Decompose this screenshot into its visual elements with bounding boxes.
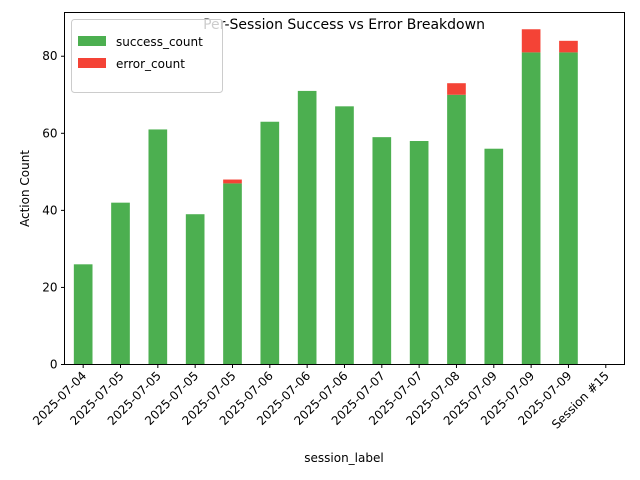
- bar-success_count-5: [260, 121, 280, 365]
- bar-error_count-12: [521, 29, 541, 53]
- bar-error_count-13: [559, 40, 578, 53]
- bar-success_count-4: [223, 183, 242, 365]
- y-tick-label: 40: [42, 203, 57, 217]
- bars-group: [73, 29, 578, 365]
- bar-success_count-6: [297, 90, 317, 365]
- bar-success_count-1: [111, 202, 130, 365]
- bar-success_count-13: [559, 52, 578, 365]
- legend-box: [71, 19, 223, 93]
- legend-swatch-error_count: [78, 58, 106, 68]
- legend-label-success_count: success_count: [116, 35, 203, 49]
- x-axis-label: session_label: [304, 451, 383, 465]
- bar-error_count-10: [447, 83, 466, 95]
- bar-success_count-10: [447, 94, 466, 365]
- bar-error_count-4: [223, 179, 242, 184]
- bar-success_count-7: [335, 106, 354, 365]
- legend-swatch-success_count: [78, 36, 106, 46]
- y-tick-label: 0: [50, 358, 58, 372]
- bar-success_count-12: [521, 52, 541, 365]
- bar-success_count-11: [484, 148, 504, 365]
- y-tick-label: 80: [42, 49, 57, 63]
- bar-success_count-3: [185, 214, 205, 365]
- plot-frame: [64, 12, 625, 365]
- chart-title: Per-Session Success vs Error Breakdown: [203, 17, 485, 33]
- y-axis-label: Action Count: [18, 150, 32, 227]
- legend: success_count error_count: [71, 19, 223, 93]
- legend-label-error_count: error_count: [116, 57, 185, 71]
- x-axis: 2025-07-042025-07-052025-07-052025-07-05…: [30, 364, 612, 432]
- bar-success_count-9: [409, 141, 429, 365]
- y-tick-label: 20: [42, 280, 57, 294]
- bar-success_count-8: [372, 137, 392, 365]
- bar-success_count-2: [148, 129, 168, 365]
- y-axis: 0 20 40 60 80: [42, 49, 65, 372]
- bar-success_count-0: [73, 264, 93, 365]
- y-tick-label: 60: [42, 126, 57, 140]
